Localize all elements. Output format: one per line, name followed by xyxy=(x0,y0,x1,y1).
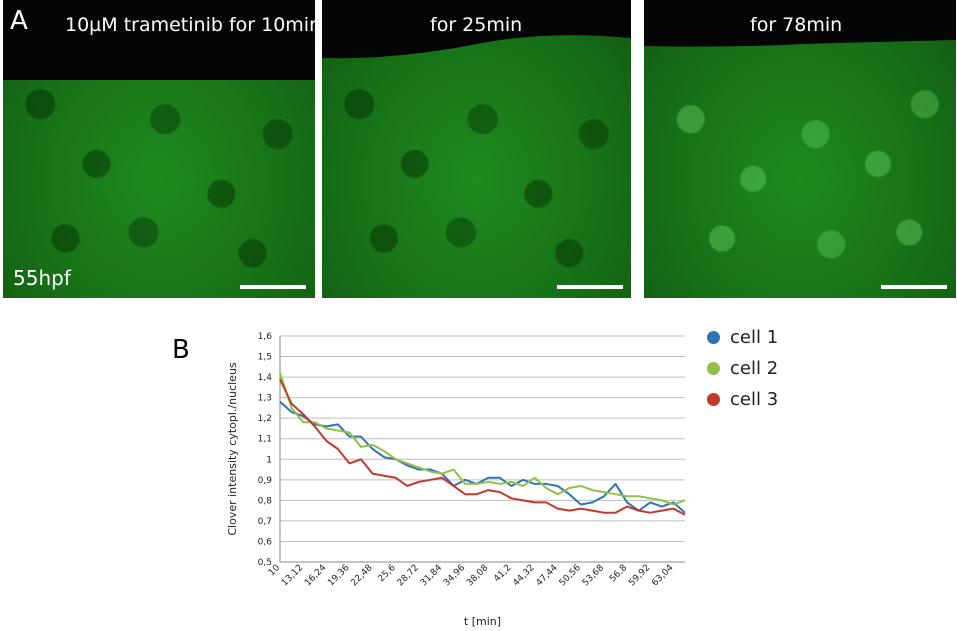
panel-title-10min: 10µM trametinib for 10min xyxy=(65,14,315,36)
y-tick-label: 0,5 xyxy=(258,558,272,568)
legend-marker-cell-2 xyxy=(707,362,720,375)
x-tick-label: 19,36 xyxy=(326,563,351,588)
panel-letter-a: A xyxy=(10,6,28,36)
y-tick-label: 1,3 xyxy=(258,394,272,404)
series-line-cell-3 xyxy=(279,378,686,516)
series-line-cell-2 xyxy=(279,372,686,506)
panel-letter-b: B xyxy=(172,335,190,365)
x-tick-label: 44,32 xyxy=(511,563,536,588)
micrograph-panel-10min: A 10µM trametinib for 10min 55hpf xyxy=(3,0,315,298)
y-tick-label: 0,8 xyxy=(258,496,273,506)
x-tick-label: 34,96 xyxy=(442,563,467,588)
y-tick-label: 0,9 xyxy=(258,476,273,486)
x-tick-label: 13,12 xyxy=(280,563,305,588)
series-line-cell-1 xyxy=(279,400,686,514)
y-tick-label: 1,5 xyxy=(258,353,272,363)
scale-bar xyxy=(240,285,306,289)
x-tick-label: 38,08 xyxy=(465,563,490,588)
legend-label-cell-2: cell 2 xyxy=(730,358,779,379)
legend-item-cell-3: cell 3 xyxy=(707,384,778,415)
stage-label: 55hpf xyxy=(13,266,71,290)
dark-region xyxy=(322,0,631,59)
y-tick-label: 0,6 xyxy=(258,537,273,547)
x-tick-label: 31,84 xyxy=(419,563,444,588)
legend-marker-cell-1 xyxy=(707,331,720,344)
scale-bar xyxy=(881,285,947,289)
y-tick-label: 1,2 xyxy=(258,414,272,424)
legend-label-cell-1: cell 1 xyxy=(730,327,779,348)
dark-region xyxy=(3,0,315,80)
panel-title-25min: for 25min xyxy=(430,14,523,36)
x-tick-label: 59,92 xyxy=(627,563,652,588)
x-tick-label: 22,48 xyxy=(349,563,374,588)
micrograph-panel-78min: for 78min xyxy=(644,0,956,298)
y-tick-label: 1,6 xyxy=(258,332,273,342)
y-tick-label: 0,7 xyxy=(258,517,272,527)
y-tick-label: 1,1 xyxy=(258,435,272,445)
legend: cell 1 cell 2 cell 3 xyxy=(707,322,778,415)
legend-label-cell-3: cell 3 xyxy=(730,389,779,410)
cell-texture xyxy=(644,0,956,298)
line-chart: 0,50,60,70,80,911,11,21,31,41,51,61013,1… xyxy=(226,332,686,628)
legend-item-cell-1: cell 1 xyxy=(707,322,778,353)
x-tick-label: 47,44 xyxy=(535,563,560,588)
legend-item-cell-2: cell 2 xyxy=(707,353,778,384)
panel-title-78min: for 78min xyxy=(750,14,843,36)
x-tick-label: 28,72 xyxy=(396,563,421,588)
x-tick-label: 63,04 xyxy=(650,563,675,588)
micrograph-panel-25min: for 25min xyxy=(322,0,631,298)
x-tick-label: 50,56 xyxy=(558,563,583,588)
x-axis-label: t [min] xyxy=(464,615,501,628)
x-tick-label: 53,68 xyxy=(581,563,606,588)
y-axis-label: Clover intensity cytopl./nucleus xyxy=(226,362,239,536)
legend-marker-cell-3 xyxy=(707,393,720,406)
dark-region xyxy=(644,0,956,47)
scale-bar xyxy=(557,285,623,289)
y-tick-label: 1,4 xyxy=(258,373,273,383)
y-tick-label: 1 xyxy=(266,455,272,465)
x-tick-label: 16,24 xyxy=(303,563,328,588)
